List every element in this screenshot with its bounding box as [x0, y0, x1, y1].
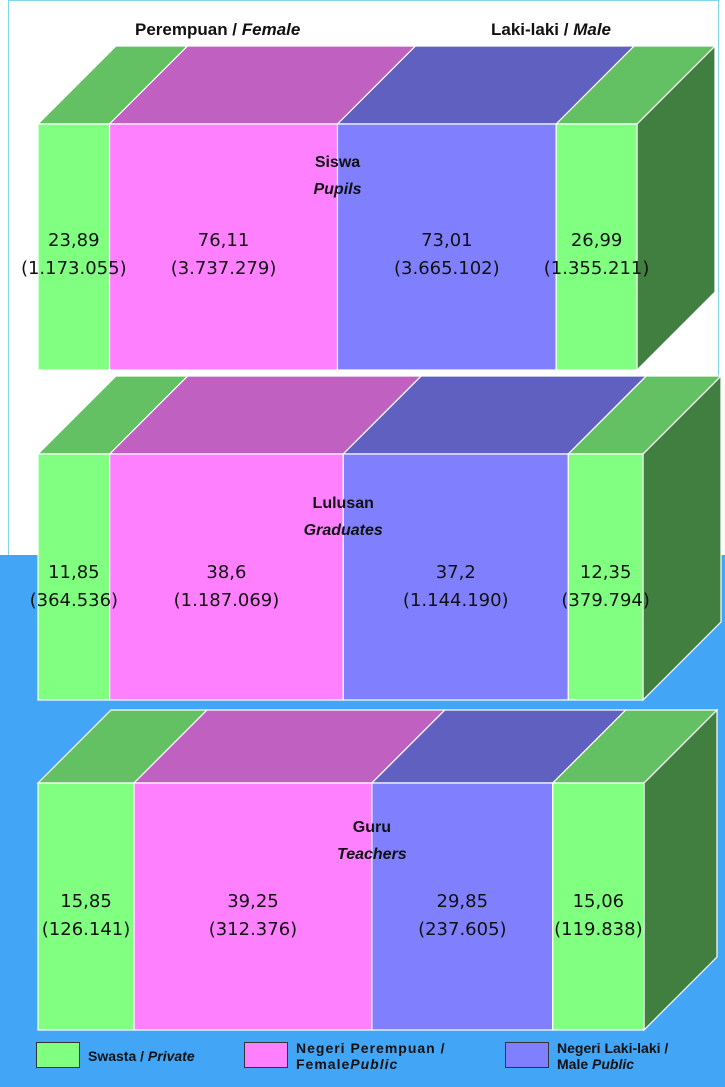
header-male: Laki-laki / Male [491, 20, 611, 40]
legend-swatch-public-female [244, 1042, 288, 1068]
data-label-count: (364.536) [30, 590, 118, 611]
header-male-italic: Male [573, 20, 611, 39]
legend-swatch-private [36, 1042, 80, 1068]
bar-private-male [552, 782, 645, 1031]
background-frame [8, 0, 719, 555]
data-label-percent: 23,89 [48, 230, 100, 251]
legend-public-male-line2b: Public [592, 1056, 635, 1072]
panel-title: Guru [353, 819, 391, 836]
panel-title-en: Pupils [313, 181, 361, 198]
legend-label-public-male: Negeri Laki-laki / Male Public [557, 1040, 668, 1072]
panel-title-en: Graduates [304, 522, 383, 539]
legend-item-public-male: Negeri Laki-laki / Male Public [505, 1040, 668, 1072]
data-label-count: (1.144.190) [403, 590, 509, 611]
data-label-count: (1.173.055) [21, 258, 127, 279]
header-female: Perempuan / Female [135, 20, 300, 40]
panel-title: Siswa [315, 154, 360, 171]
bar-public-female [108, 123, 339, 371]
data-label-percent: 38,6 [206, 562, 246, 583]
data-label-percent: 15,85 [60, 891, 112, 912]
panel-title: Lulusan [313, 495, 374, 512]
chart-3d-stacked-blocks: 23,89 (1.173.055) 76,11 (3.737.279) 73,01 (3.… [21, 44, 723, 1032]
legend-label-public-female: Negeri Perempuan / FemalePublic [296, 1040, 446, 1072]
legend-private-italic: Private [147, 1048, 195, 1064]
legend-public-female-line2a: Female [296, 1056, 351, 1072]
legend-swatch-public-male [505, 1042, 549, 1068]
bar-private-female [37, 782, 135, 1031]
data-label-percent: 76,11 [198, 230, 250, 251]
header-female-italic: Female [241, 20, 301, 39]
bar-public-male [342, 453, 569, 701]
panel-teachers: 15,85 (126.141) 39,25 (312.376) 29,85 (237.60… [36, 708, 719, 1032]
data-label-count: (126.141) [42, 919, 130, 940]
legend-public-female-line2b: Public [350, 1056, 399, 1072]
bar-private-female [37, 453, 111, 701]
legend: Swasta / Private Negeri Perempuan / Fema… [0, 1040, 725, 1087]
data-label-percent: 26,99 [571, 230, 623, 251]
header-female-main: Perempuan / [135, 20, 242, 39]
data-label-percent: 37,2 [436, 562, 476, 583]
panel-title-en: Teachers [337, 846, 407, 863]
data-label-count: (237.605) [418, 919, 506, 940]
legend-label-private: Swasta / Private [88, 1040, 195, 1064]
panel-graduates: 11,85 (364.536) 38,6 (1.187.069) 37,2 (1.144.… [30, 374, 723, 702]
header-male-main: Laki-laki / [491, 20, 574, 39]
data-label-percent: 15,06 [573, 891, 625, 912]
data-label-count: (119.838) [554, 919, 642, 940]
legend-item-public-female: Negeri Perempuan / FemalePublic [244, 1040, 446, 1072]
bar-public-female [109, 453, 344, 701]
legend-public-female-line1: Negeri Perempuan / [296, 1040, 446, 1056]
data-label-count: (379.794) [561, 590, 649, 611]
legend-private-main: Swasta / [88, 1048, 148, 1064]
data-label-count: (312.376) [209, 919, 297, 940]
legend-public-male-line2a: Male [557, 1056, 593, 1072]
data-label-count: (3.665.102) [394, 258, 500, 279]
data-label-percent: 11,85 [48, 562, 100, 583]
data-label-count: (1.355.211) [544, 258, 650, 279]
legend-public-male-line1: Negeri Laki-laki / [557, 1040, 669, 1056]
panel-pupils: 23,89 (1.173.055) 76,11 (3.737.279) 73,01 (3.… [21, 44, 717, 372]
bar-private-female [37, 123, 111, 371]
bar-public-female [133, 782, 373, 1031]
bar-private-male [555, 123, 638, 371]
data-label-percent: 12,35 [580, 562, 632, 583]
legend-item-private: Swasta / Private [36, 1040, 195, 1068]
bar-public-male [371, 782, 554, 1031]
data-label-count: (1.187.069) [174, 590, 280, 611]
data-label-percent: 73,01 [421, 230, 473, 251]
data-label-percent: 39,25 [227, 891, 279, 912]
data-label-count: (3.737.279) [171, 258, 277, 279]
bar-public-male [336, 123, 557, 371]
data-label-percent: 29,85 [437, 891, 489, 912]
bar-private-male [567, 453, 644, 701]
